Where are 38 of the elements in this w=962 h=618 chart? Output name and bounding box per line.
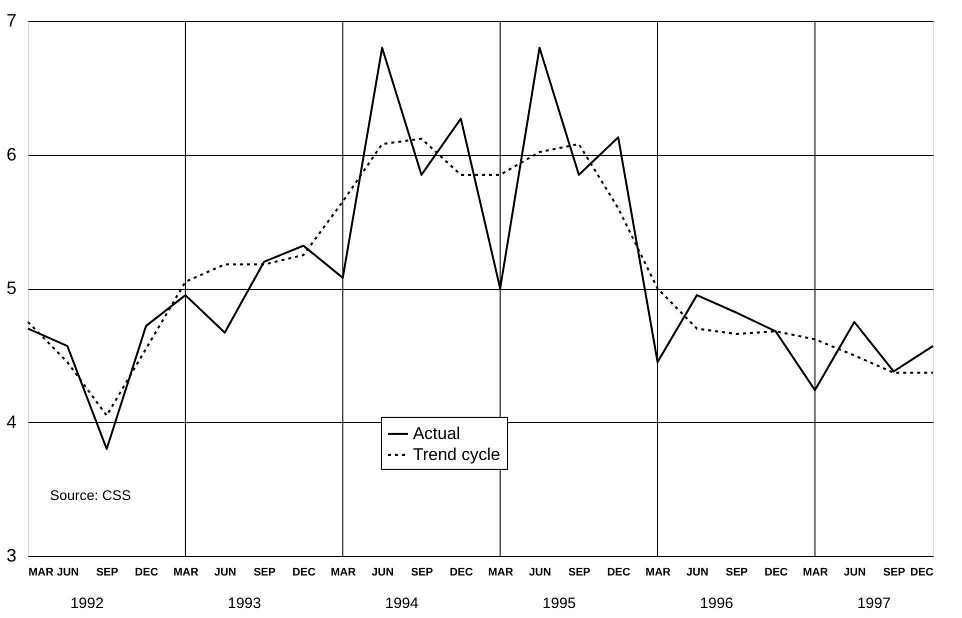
text: 1997: [857, 595, 891, 612]
x-tick-label: JUN: [214, 566, 236, 578]
text: 1994: [385, 595, 418, 612]
x-tick-label: DEC: [910, 566, 934, 578]
y-tick-label: 3: [6, 546, 16, 566]
y-tick-label: 4: [6, 412, 16, 432]
annotation: Source: CSS: [50, 487, 131, 503]
y-tick-label: 7: [6, 10, 16, 30]
x-tick-label: MAR: [173, 566, 198, 578]
x-tick-label: JUN: [372, 566, 394, 578]
x-tick-label: MAR: [802, 566, 828, 578]
x-tick-label: SEP: [96, 566, 118, 578]
x-tick-label: SEP: [410, 566, 433, 578]
x-tick-label: DEC: [764, 566, 788, 578]
legend-label: Trend cycle: [412, 444, 500, 464]
x-tick-label: DEC: [607, 566, 630, 578]
text: 1993: [228, 595, 262, 612]
text: 1992: [70, 595, 104, 612]
x-tick-label: JUN: [844, 566, 866, 578]
x-tick-label: MAR: [330, 566, 356, 578]
text: 1995: [542, 595, 576, 612]
y-tick-label: 5: [6, 278, 16, 298]
x-tick-label: MAR: [488, 566, 514, 578]
x-tick-label: JUN: [529, 566, 552, 578]
x-tick-label: JUN: [686, 566, 708, 578]
text: 1996: [700, 595, 734, 612]
x-tick-label: MAR: [646, 566, 671, 578]
x-tick-label: SEP: [254, 566, 276, 578]
x-tick-label: SEP: [883, 566, 906, 578]
x-tick-label: SEP: [568, 566, 590, 578]
x-tick-label: SEP: [726, 566, 748, 578]
x-tick-label: MAR: [28, 566, 54, 578]
y-tick-label: 6: [6, 144, 16, 164]
x-tick-label: DEC: [292, 566, 316, 578]
legend-label: Actual: [412, 424, 460, 443]
x-tick-label: DEC: [134, 566, 158, 578]
x-tick-label: JUN: [56, 566, 79, 578]
x-tick-label: DEC: [450, 566, 473, 578]
